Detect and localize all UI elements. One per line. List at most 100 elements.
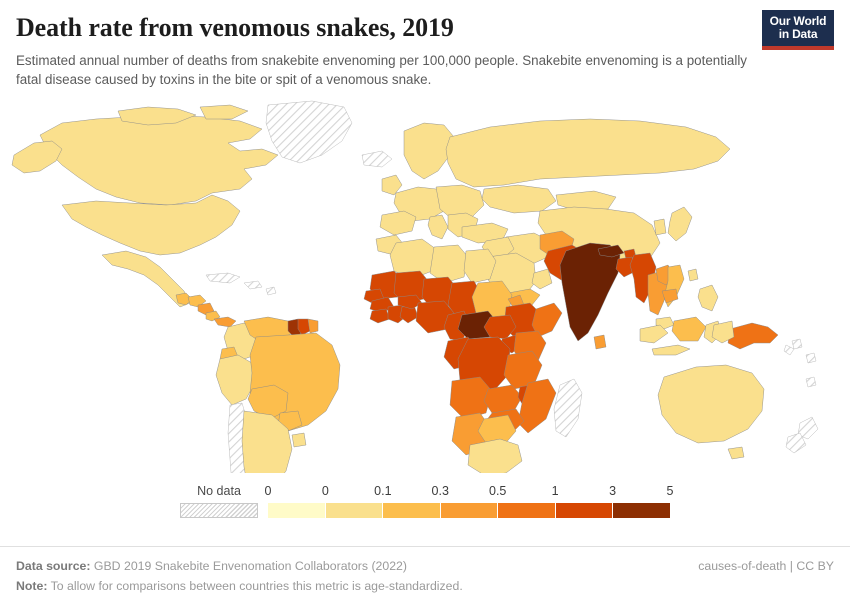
country-madagascar-no-data[interactable]	[553, 378, 583, 438]
legend-bin-5[interactable]	[555, 503, 614, 518]
country-indonesia-java[interactable]	[651, 344, 691, 356]
map-countries-layer	[11, 100, 819, 474]
country-argentina[interactable]	[241, 410, 293, 474]
country-korea[interactable]	[653, 218, 667, 236]
island-pacific-small2-no-data[interactable]	[805, 352, 817, 364]
country-french-guiana[interactable]	[307, 318, 319, 334]
country-norway-sweden-finland[interactable]	[403, 122, 455, 180]
country-mexico[interactable]	[101, 250, 191, 308]
legend-tick-2: 0.1	[374, 484, 392, 498]
country-south-africa[interactable]	[467, 438, 523, 474]
country-iceland-no-data[interactable]	[361, 150, 393, 168]
country-spain-portugal[interactable]	[379, 210, 417, 236]
legend-tick-labels: 0 0 0.1 0.3 0.5 1 3 5	[264, 484, 674, 499]
chart-subtitle: Estimated annual number of deaths from s…	[16, 53, 748, 88]
country-sierra-leone-liberia[interactable]	[369, 308, 391, 324]
footer-source-line: Data source: GBD 2019 Snakebite Envenoma…	[16, 556, 834, 576]
country-peru[interactable]	[215, 354, 257, 406]
island-cuba-no-data[interactable]	[205, 272, 241, 284]
country-honduras[interactable]	[187, 294, 207, 308]
country-somalia[interactable]	[531, 302, 563, 338]
island-hispaniola-no-data[interactable]	[243, 280, 263, 290]
legend-tick-7: 5	[666, 484, 674, 498]
page-title: Death rate from venomous snakes, 2019	[16, 13, 454, 42]
country-papua-new-guinea[interactable]	[727, 322, 779, 350]
world-choropleth-map[interactable]	[0, 93, 850, 474]
country-indonesia-sumatra[interactable]	[639, 324, 669, 344]
owid-logo[interactable]: Our World in Data	[762, 10, 834, 50]
legend-tick-3: 0.3	[431, 484, 449, 498]
country-nepal[interactable]	[597, 244, 625, 258]
country-bolivia[interactable]	[247, 384, 289, 420]
legend-tick-4: 0.5	[488, 484, 507, 498]
country-zambia[interactable]	[483, 384, 523, 414]
country-central-europe[interactable]	[435, 184, 485, 220]
country-south-sudan[interactable]	[483, 314, 517, 340]
footer-note-label: Note:	[16, 579, 48, 594]
country-libya[interactable]	[429, 244, 469, 284]
legend-bin-1[interactable]	[325, 503, 384, 518]
legend-bin-4[interactable]	[498, 503, 556, 518]
country-mongolia[interactable]	[555, 190, 617, 212]
country-egypt[interactable]	[463, 248, 497, 284]
owid-logo-line2: in Data	[778, 27, 818, 42]
country-uruguay[interactable]	[291, 432, 307, 448]
country-angola[interactable]	[449, 376, 493, 420]
country-oman[interactable]	[531, 268, 553, 290]
country-suriname[interactable]	[297, 318, 311, 336]
owid-logo-line1: Our World	[769, 14, 827, 28]
country-uk-ireland[interactable]	[381, 174, 403, 196]
legend-bin-3[interactable]	[440, 503, 499, 518]
country-canada-arctic-isles[interactable]	[117, 106, 197, 126]
legend-tick-6: 3	[609, 484, 617, 498]
map-legend: No data 0 0 0.1 0.3 0.5 1 3 5	[0, 484, 850, 546]
footer-note-line: Note: To allow for comparisons between c…	[16, 576, 834, 596]
map-container[interactable]	[0, 93, 850, 484]
country-greenland-no-data[interactable]	[265, 100, 353, 164]
country-italy[interactable]	[427, 214, 449, 240]
country-indonesia-borneo[interactable]	[671, 316, 707, 342]
country-guatemala[interactable]	[175, 292, 193, 306]
country-tasmania[interactable]	[727, 446, 745, 460]
country-canada[interactable]	[39, 114, 279, 206]
country-canada-arctic-isles-2[interactable]	[199, 104, 249, 120]
country-japan[interactable]	[667, 206, 693, 242]
country-india[interactable]	[559, 242, 621, 342]
country-philippines[interactable]	[697, 284, 719, 312]
country-new-guinea-indonesia[interactable]	[711, 320, 735, 344]
country-burkina-faso[interactable]	[397, 294, 423, 310]
legend-no-data-group[interactable]: No data	[180, 484, 258, 518]
chart-header: Death rate from venomous snakes, 2019 Es…	[0, 0, 850, 89]
legend-tick-1: 0	[321, 484, 329, 498]
legend-tick-0: 0	[264, 484, 272, 498]
island-solomon-no-data[interactable]	[783, 344, 795, 356]
country-alaska[interactable]	[11, 140, 63, 174]
legend-color-bar[interactable]	[268, 503, 671, 518]
footer-note-text: To allow for comparisons between countri…	[47, 579, 463, 594]
legend-no-data-swatch[interactable]	[180, 503, 258, 518]
country-mozambique[interactable]	[517, 378, 557, 434]
footer-source-label: Data source:	[16, 559, 91, 573]
legend-no-data-label: No data	[197, 484, 241, 498]
footer-source-text: GBD 2019 Snakebite Envenomation Collabor…	[90, 559, 407, 573]
island-caribbean-small-no-data[interactable]	[265, 286, 277, 296]
country-taiwan[interactable]	[687, 268, 699, 282]
country-united-states[interactable]	[61, 194, 241, 256]
chart-footer: Data source: GBD 2019 Snakebite Envenoma…	[0, 546, 850, 600]
country-sri-lanka[interactable]	[593, 334, 607, 350]
country-new-zealand-south-no-data[interactable]	[785, 432, 807, 454]
legend-scale-group[interactable]: 0 0 0.1 0.3 0.5 1 3 5	[264, 484, 674, 518]
country-kazakhstan[interactable]	[481, 184, 557, 214]
legend-bin-2[interactable]	[383, 503, 441, 518]
country-russia[interactable]	[445, 118, 731, 188]
country-cambodia[interactable]	[661, 288, 679, 304]
country-panama[interactable]	[213, 316, 237, 328]
island-pacific-small-no-data[interactable]	[791, 338, 803, 350]
legend-bin-6[interactable]	[613, 503, 671, 518]
legend-bin-0[interactable]	[268, 503, 326, 518]
country-new-zealand-no-data[interactable]	[797, 416, 819, 440]
footer-license-text[interactable]: causes-of-death | CC BY	[698, 559, 834, 573]
island-fiji-no-data[interactable]	[805, 376, 817, 388]
country-australia[interactable]	[657, 364, 765, 444]
